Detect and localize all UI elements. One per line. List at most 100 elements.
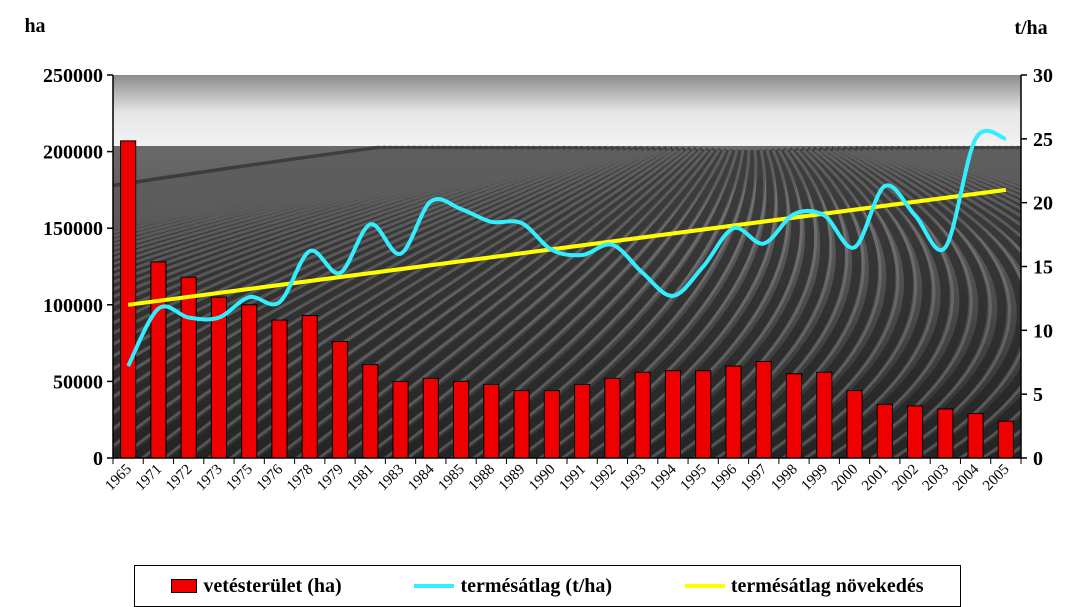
bar xyxy=(967,413,984,459)
furrow-highlight xyxy=(338,148,703,458)
bar xyxy=(664,370,681,459)
legend: vetésterület (ha) termésátlag (t/ha) ter… xyxy=(134,565,961,607)
left-axis: 0 50000 100000 150000 200000 250000 xyxy=(43,65,114,470)
x-tick-label: 1995 xyxy=(678,462,711,495)
x-tick-label: 2001 xyxy=(859,462,892,495)
legend-label-area: vetésterület (ha) xyxy=(203,574,342,597)
x-tick-label: 1979 xyxy=(314,462,347,495)
legend-swatch-trend-line xyxy=(684,584,725,588)
bar xyxy=(422,377,439,459)
x-tick-label: 1991 xyxy=(556,462,589,495)
furrow-line xyxy=(148,145,653,458)
legend-label-yield: termésátlag (t/ha) xyxy=(460,574,613,597)
furrow-highlight xyxy=(113,148,606,371)
furrow-highlight xyxy=(515,149,751,458)
legend-label-trend: termésátlag növekedés xyxy=(730,574,924,597)
left-tick-label: 150000 xyxy=(43,218,103,240)
furrow-highlight xyxy=(184,148,660,458)
trend-line xyxy=(127,187,1007,307)
legend-swatch-bar xyxy=(171,579,198,593)
furrow-line xyxy=(721,146,878,458)
furrow-highlight xyxy=(113,148,480,228)
bar xyxy=(937,408,954,459)
right-tick-label: 10 xyxy=(1033,320,1053,342)
furrow-highlight xyxy=(113,148,552,284)
furrow-highlight xyxy=(113,148,588,335)
furrow-line xyxy=(324,146,702,458)
furrow-highlight xyxy=(493,149,745,458)
bar xyxy=(907,405,924,459)
furrow-line xyxy=(214,146,671,458)
left-axis-title: ha xyxy=(24,15,45,37)
furrow-highlight xyxy=(113,148,456,216)
x-tick-label: 1999 xyxy=(799,462,832,495)
furrow-highlight xyxy=(113,148,498,238)
x-tick-label: 2002 xyxy=(889,462,922,495)
bar xyxy=(543,390,560,459)
bar xyxy=(362,364,379,459)
x-tick-label: 1985 xyxy=(435,462,468,495)
legend-swatch-yield-line xyxy=(414,584,455,588)
legend-item-yield: termésátlag (t/ha) xyxy=(414,575,612,598)
furrow-line xyxy=(810,146,950,458)
right-axis-title: t/ha xyxy=(1014,17,1047,39)
furrow-line xyxy=(876,145,1021,458)
bar xyxy=(634,371,651,459)
field-photo-background xyxy=(113,75,1021,458)
x-tick-label: 2000 xyxy=(829,462,862,495)
x-tick-label: 1990 xyxy=(526,462,559,495)
yield-line xyxy=(126,128,1007,368)
x-tick-label: 1972 xyxy=(163,462,196,495)
x-tick-label: 1994 xyxy=(647,461,680,494)
bar xyxy=(210,296,228,459)
furrow-highlight xyxy=(113,148,486,231)
furrow-highlight xyxy=(113,148,474,224)
x-tick-label: 1983 xyxy=(375,462,408,495)
furrow-highlight xyxy=(113,148,420,202)
bar xyxy=(816,371,833,459)
x-tick-label: 1978 xyxy=(284,462,317,495)
bar xyxy=(180,276,197,459)
left-tick-label: 250000 xyxy=(43,65,103,87)
furrow-highlight xyxy=(113,148,570,307)
furrow-highlight xyxy=(603,149,790,458)
furrow-highlight xyxy=(824,148,954,458)
bar xyxy=(120,140,137,459)
furrow-highlight xyxy=(250,148,678,458)
furrow-highlight xyxy=(113,148,504,242)
bar xyxy=(392,380,409,459)
x-tick-label: 1965 xyxy=(102,462,135,495)
right-tick-label: 30 xyxy=(1033,65,1053,87)
left-tick-label: 200000 xyxy=(43,142,103,164)
furrow-line xyxy=(788,146,931,458)
furrow-highlight xyxy=(692,148,849,458)
bar xyxy=(483,383,500,459)
right-tick-label: 15 xyxy=(1033,257,1053,279)
bar xyxy=(513,390,530,459)
x-tick-label: 1992 xyxy=(587,462,620,495)
x-tick-label: 1976 xyxy=(254,461,287,494)
bar xyxy=(755,360,772,459)
furrow-highlight xyxy=(113,148,450,213)
furrow-highlight xyxy=(113,148,636,449)
furrow-highlight xyxy=(581,149,778,458)
left-tick-label: 50000 xyxy=(53,371,103,393)
furrow-highlight xyxy=(113,148,510,246)
x-tick-label: 2004 xyxy=(950,461,983,494)
furrow-line xyxy=(390,147,720,458)
bar xyxy=(241,304,258,459)
furrow-line xyxy=(236,146,677,458)
x-tick-label: 1988 xyxy=(466,462,499,495)
furrow-line xyxy=(567,148,776,458)
furrow-highlight xyxy=(360,149,709,458)
bar-series xyxy=(120,140,1014,459)
furrow-highlight xyxy=(113,148,462,219)
furrow-line xyxy=(457,148,739,458)
furrow-line xyxy=(302,146,695,458)
x-tick-label: 1997 xyxy=(738,461,771,494)
furrow-highlight xyxy=(113,148,528,261)
left-tick-label: 0 xyxy=(93,448,103,470)
furrow-line xyxy=(113,145,634,445)
furrow-highlight xyxy=(758,148,900,458)
furrow-highlight xyxy=(113,148,534,266)
